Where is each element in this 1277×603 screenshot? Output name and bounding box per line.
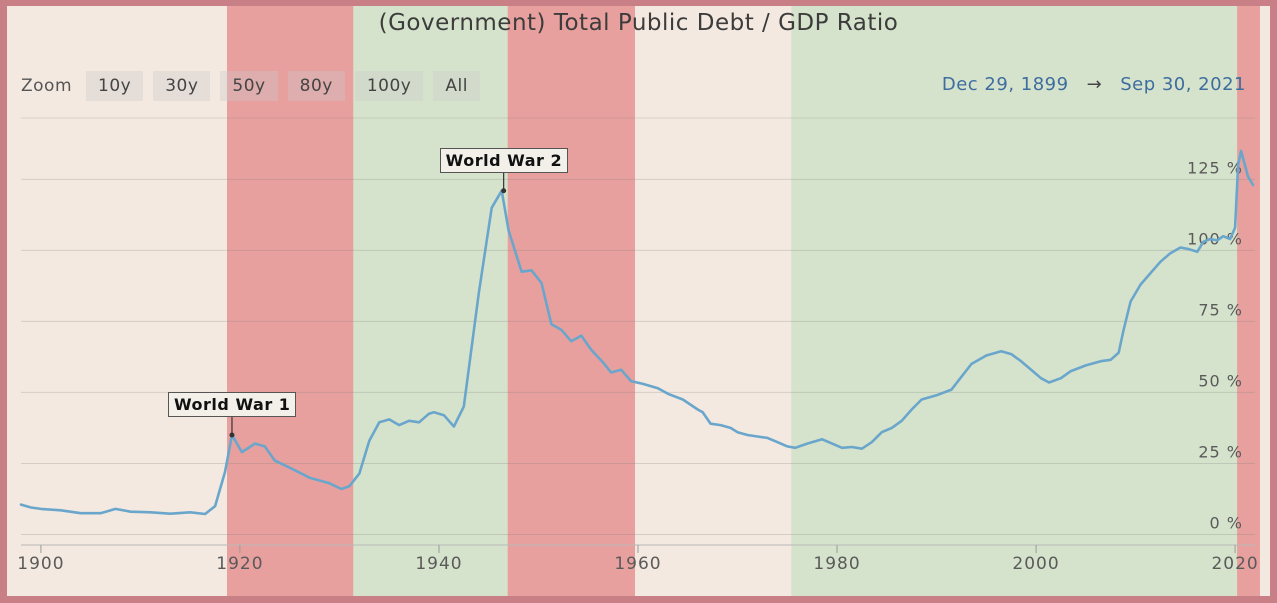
zoom-label: Zoom xyxy=(21,76,73,96)
zoom-50y-button[interactable]: 50y xyxy=(220,71,278,101)
x-tick-label: 1920 xyxy=(216,554,263,574)
annotation-world-war-1: World War 1 xyxy=(167,392,297,418)
zoom-100y-button[interactable]: 100y xyxy=(354,71,424,101)
series-line-0 xyxy=(19,149,1255,516)
zoom-10y-button[interactable]: 10y xyxy=(86,71,144,101)
y-tick-label: 50 % xyxy=(1198,371,1243,390)
zoom-bar: Zoom 10y 30y 50y 80y 100y All xyxy=(21,70,480,102)
band-green-1 xyxy=(353,6,508,596)
date-range[interactable]: Dec 29, 1899 → Sep 30, 2021 xyxy=(942,74,1246,95)
x-tick-label: 2020 xyxy=(1211,554,1258,574)
chart-frame: 0 % 25 % 50 % 75 % 100 % 125 % 1900 1920 1940 196… xyxy=(7,6,1270,596)
range-start[interactable]: Dec 29, 1899 xyxy=(941,74,1069,95)
annotation-world-war-2: World War 2 xyxy=(439,147,569,173)
range-end[interactable]: Sep 30, 2021 xyxy=(1120,74,1246,95)
zoom-30y-button[interactable]: 30y xyxy=(153,71,211,101)
y-tick-label: 125 % xyxy=(1187,158,1243,177)
x-tick-label: 1900 xyxy=(17,554,64,574)
annotation-point xyxy=(229,432,235,438)
annotation-point xyxy=(501,188,507,194)
y-tick-label: 25 % xyxy=(1198,442,1243,461)
y-tick-label: 75 % xyxy=(1198,300,1243,319)
x-tick-label: 1960 xyxy=(614,554,661,574)
x-tick-label: 2000 xyxy=(1012,554,1059,574)
band-green-3 xyxy=(791,6,1238,596)
range-arrow-icon: → xyxy=(1086,74,1103,95)
band-red-2 xyxy=(507,6,636,596)
band-red-0 xyxy=(226,6,354,596)
zoom-all-button[interactable]: All xyxy=(433,71,480,101)
chart-title: (Government) Total Public Debt / GDP Rat… xyxy=(378,10,899,36)
zoom-80y-button[interactable]: 80y xyxy=(287,71,345,101)
chart-plot: 0 %25 %50 %75 %100 %125 %1900 1920 1940 196… xyxy=(17,6,1260,596)
x-tick-label: 1980 xyxy=(813,554,860,574)
x-tick-label: 1940 xyxy=(415,554,462,574)
y-tick-label: 0 % xyxy=(1210,513,1243,532)
